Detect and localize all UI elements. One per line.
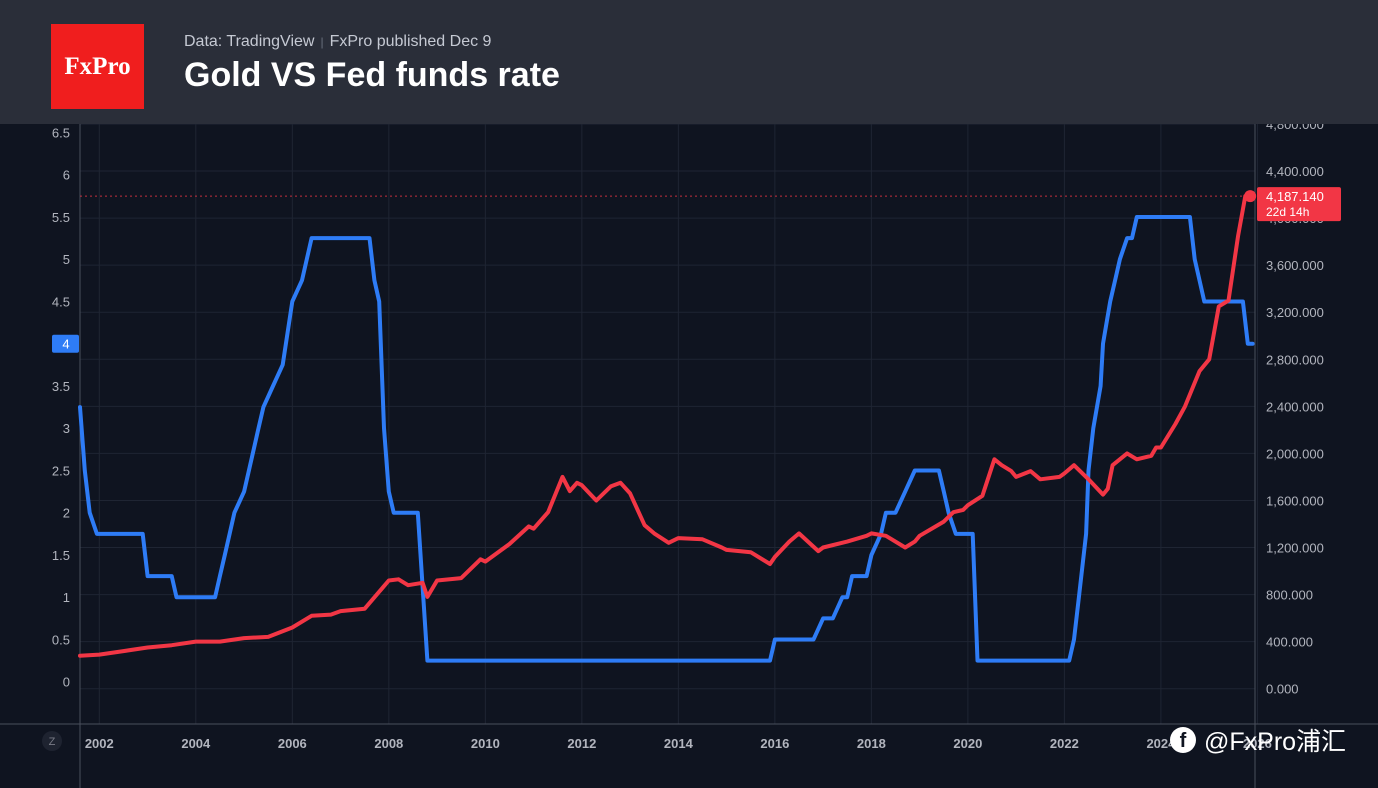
right-tick-label: 2,800.000 <box>1266 352 1324 367</box>
right-tick-label: 1,600.000 <box>1266 493 1324 508</box>
chart-title: Gold VS Fed funds rate <box>184 56 560 94</box>
data-source: Data: TradingView <box>184 33 315 50</box>
chart-area[interactable]: 2002 2004 2006 2008 2010 2012 2014 2016 2018 2020… <box>0 124 1378 788</box>
left-tick-label: 4.5 <box>52 294 70 309</box>
right-tick-label: 1,200.000 <box>1266 541 1324 556</box>
zoom-button-label: Z <box>49 736 56 748</box>
x-tick-label: 2010 <box>471 736 500 751</box>
watermark-text: @FxPro浦汇 <box>1204 728 1347 756</box>
x-tick-label: 2004 <box>181 736 211 751</box>
left-tick-label: 5.5 <box>52 210 70 225</box>
chart-subtitle: Data: TradingView | FxPro published Dec 9 <box>184 33 491 51</box>
left-tick-label: 1.5 <box>52 548 70 563</box>
right-tick-label: 400.000 <box>1266 635 1313 650</box>
left-tick-label: 0.5 <box>52 632 70 647</box>
right-tick-label: 3,600.000 <box>1266 258 1324 273</box>
gold-price-badge <box>1257 187 1341 222</box>
right-tick-label: 2,400.000 <box>1266 399 1324 414</box>
gold-price-line[interactable] <box>78 194 1253 658</box>
x-tick-label: 2012 <box>567 736 596 751</box>
separator: | <box>320 35 324 49</box>
left-tick-label: 6.5 <box>52 125 70 140</box>
x-tick-label: 2008 <box>374 736 403 751</box>
left-tick-label: 3.5 <box>52 379 70 394</box>
x-tick-label: 2022 <box>1050 736 1079 751</box>
right-tick-label: 2,000.000 <box>1266 446 1324 461</box>
zoom-button[interactable] <box>42 731 62 751</box>
chart-header: FxPro Data: TradingView | FxPro published … <box>0 0 1378 124</box>
x-tick-label: 2024 <box>1146 736 1176 751</box>
gold-price-label: 4,187.140 <box>1266 189 1324 204</box>
left-tick-label: 6 <box>63 168 70 183</box>
left-tick-label: 3 <box>63 421 70 436</box>
axes <box>0 124 1378 788</box>
x-tick-label: 2006 <box>278 736 307 751</box>
left-tick-label: 2 <box>63 506 70 521</box>
series-lines <box>78 190 1257 663</box>
left-tick-label: 0 <box>63 675 70 690</box>
left-tick-label: 5 <box>63 252 70 267</box>
x-tick-label: 2016 <box>760 736 789 751</box>
fed-funds-line[interactable] <box>78 215 1255 663</box>
right-tick-label: 800.000 <box>1266 588 1313 603</box>
right-tick-label: 4,400.000 <box>1266 164 1324 179</box>
grid-lines <box>80 124 1258 724</box>
fxpro-logo: FxPro <box>51 24 144 109</box>
left-tick-label: 1 <box>63 590 70 605</box>
right-tick-label: 3,200.000 <box>1266 305 1324 320</box>
gold-countdown-label: 22d 14h <box>1266 205 1309 219</box>
right-tick-label: 4,800.000 <box>1266 124 1324 132</box>
fed-rate-label: 4 <box>62 337 69 352</box>
publish-info: FxPro published Dec 9 <box>329 33 492 50</box>
watermark: f @FxPro浦汇 <box>1170 722 1346 758</box>
x-tick-label: 2020 <box>953 736 982 751</box>
axis-labels: 2002 2004 2006 2008 2010 2012 2014 2016 2018 2020… <box>42 124 1341 751</box>
fed-rate-badge <box>52 334 79 353</box>
x-tick-label: 2026 <box>1243 736 1272 751</box>
right-tick-label: 0.000 <box>1266 682 1299 697</box>
x-tick-label: 2002 <box>85 736 114 751</box>
x-tick-label: 2014 <box>664 736 694 751</box>
gold-last-point[interactable] <box>1244 190 1257 203</box>
facebook-icon: f <box>1170 727 1196 753</box>
left-tick-label: 2.5 <box>52 463 70 478</box>
x-tick-label: 2018 <box>857 736 886 751</box>
